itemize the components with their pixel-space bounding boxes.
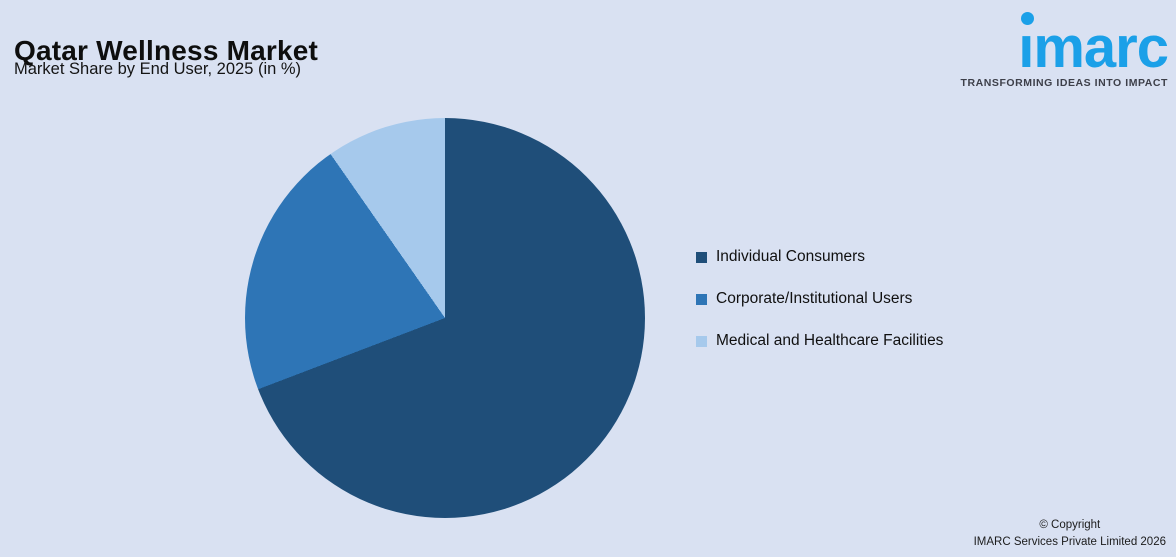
legend-swatch-icon — [696, 293, 707, 305]
copyright-notice: © Copyright IMARC Services Private Limit… — [974, 517, 1166, 552]
page-title: Qatar Wellness Market — [14, 34, 319, 66]
legend-swatch-icon — [696, 335, 707, 347]
legend: Individual Consumers Corporate/Institutio… — [696, 248, 943, 374]
copyright-line2: IMARC Services Private Limited 2026 — [973, 535, 1166, 548]
legend-item: Individual Consumers — [696, 248, 943, 266]
legend-item: Medical and Healthcare Facilities — [696, 332, 943, 350]
pie-chart — [245, 118, 645, 518]
page-subtitle: Market Share by End User, 2025 (in %) — [14, 60, 302, 78]
legend-label: Individual Consumers — [716, 248, 866, 265]
legend-item: Corporate/Institutional Users — [696, 290, 943, 308]
copyright-line1: © Copyright — [1039, 518, 1101, 531]
legend-swatch-icon — [696, 251, 707, 263]
logo-wordmark: ımarc — [1018, 12, 1169, 77]
logo-wordmark-text: ımarc — [1018, 15, 1169, 80]
logo-tagline: TRANSFORMING IDEAS INTO IMPACT — [960, 77, 1168, 90]
legend-label: Corporate/Institutional Users — [716, 290, 913, 307]
legend-label: Medical and Healthcare Facilities — [716, 332, 944, 349]
imarc-logo: ımarc TRANSFORMING IDEAS INTO IMPACT — [960, 8, 1169, 90]
logo-dot-icon — [1021, 12, 1035, 25]
